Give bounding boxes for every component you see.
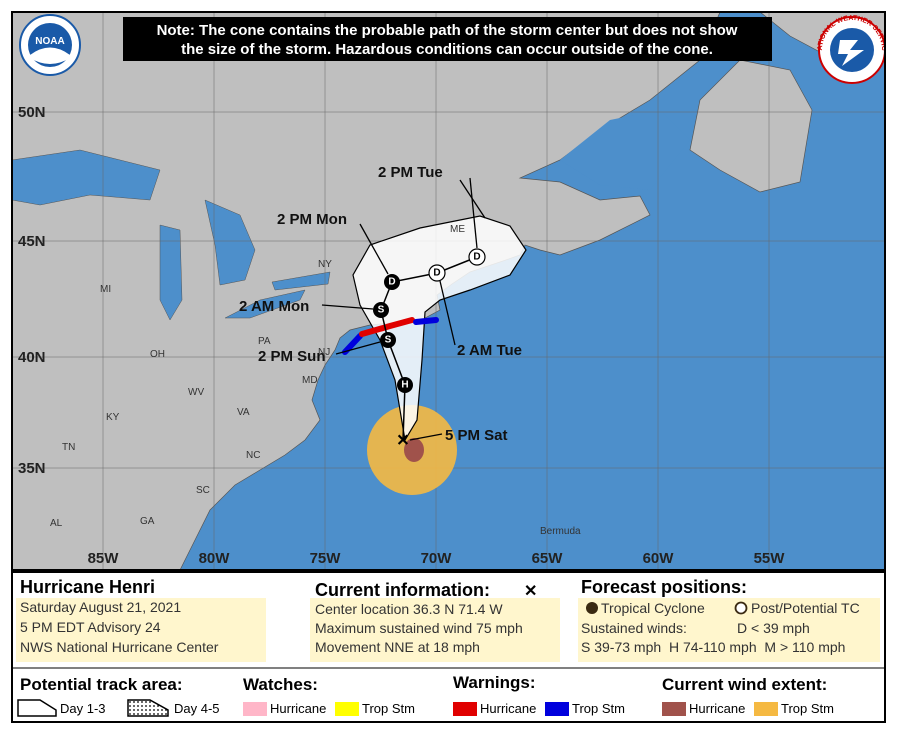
storm-info: 5 PM EDT Advisory 24 [20,619,161,635]
map: H S S D D D ✕ 2 PM Tue 2 PM Mon 2 AM Mon… [12,12,885,570]
forecast-marker: D [473,252,480,263]
track-item: Day 1-3 [60,701,106,716]
place-label: PA [258,336,271,347]
forecast-label: 5 PM Sat [445,427,508,444]
current-position: ✕ [396,433,409,450]
place-label: VA [237,407,250,418]
tc-symbol [586,602,598,614]
forecast-marker: D [388,277,395,288]
place-label: NC [246,450,260,461]
storm-info: NWS National Hurricane Center [20,639,219,655]
place-label: KY [106,412,120,423]
latitude-label: 50N [18,104,46,121]
label-leaders [321,177,486,441]
current-info: Center location 36.3 N 71.4 W [315,601,503,617]
forecast-marker: H [401,380,408,391]
note-box [123,17,772,61]
forecast-marker: D [433,268,440,279]
forecast-label: 2 PM Sun [258,348,326,365]
great-lakes [12,149,331,321]
forecast-label: 2 AM Tue [457,342,522,359]
forecast-title: Forecast positions: [581,577,747,597]
place-label: TN [62,442,75,453]
forecast-marker: S [378,305,385,316]
newfoundland [689,59,813,193]
watches-item: Trop Stm [362,701,415,716]
longitude-label: 80W [199,550,231,567]
note-line: Note: The cone contains the probable pat… [157,22,738,39]
forecast-marker: S [385,335,392,346]
legend: Hurricane Henri Saturday August 21, 2021… [11,571,886,723]
wind-item: Trop Stm [781,701,834,716]
place-label: NJ [318,347,330,358]
forecast-cone [352,215,527,442]
wind-title: Current wind extent: [662,675,827,694]
current-info: Movement NNE at 18 mph [315,639,480,655]
longitude-label: 70W [421,550,453,567]
place-label: AL [50,518,63,529]
wind-item: Hurricane [689,701,745,716]
place-label: MI [100,284,111,295]
longitude-label: 55W [754,550,786,567]
warnings-item: Hurricane [480,701,536,716]
track-item: Day 4-5 [174,701,220,716]
forecast-label: 2 PM Mon [277,211,347,228]
forecast-points: H S S D D D ✕ [373,248,486,450]
longitude-label: 85W [88,550,120,567]
noaa-text: NOAA [35,36,64,47]
track-title: Potential track area: [20,675,183,694]
warnings-title: Warnings: [453,673,535,692]
latitude-label: 35N [18,460,46,477]
map-border [11,11,886,571]
forecast-type: Post/Potential TC [751,600,860,616]
sustained-title: Sustained winds: [581,620,687,636]
latitude-label: 40N [18,349,46,366]
current-symbol: ✕ [524,583,537,600]
place-label: OH [150,349,165,360]
place-labels: MI NY PA OH WV VA KY TN NC SC GA AL ME N… [50,224,581,537]
latitude-labels: 50N 45N 40N 35N [18,104,46,477]
current-title: Current information: [315,580,490,600]
sustained-d: D < 39 mph [737,620,810,636]
warnings [342,317,439,355]
longitude-labels: 85W 80W 75W 70W 65W 60W 55W [88,550,786,567]
forecast-label: 2 PM Tue [378,164,443,181]
longitude-label: 65W [532,550,564,567]
noaa-logo: NOAA [19,14,81,76]
place-label: MD [302,375,318,386]
post-tc-symbol [734,601,748,615]
place-label: SC [196,485,210,496]
place-label: Bermuda [540,526,581,537]
storm-info: Saturday August 21, 2021 [20,599,181,615]
storm-name: Hurricane Henri [20,577,155,597]
watches-title: Watches: [243,675,318,694]
hurricane-wind-extent [404,438,424,462]
forecast-type: Tropical Cyclone [601,600,705,616]
forecast-label: 2 AM Mon [239,298,309,315]
latitude-label: 45N [18,233,46,250]
place-label: GA [140,516,155,527]
warnings-item: Trop Stm [572,701,625,716]
sustained-line: S 39-73 mph H 74-110 mph M > 110 mph [581,639,845,655]
place-label: WV [188,387,204,398]
current-info: Maximum sustained wind 75 mph [315,620,523,636]
place-label: NY [318,259,332,270]
watches-item: Hurricane [270,701,326,716]
note-line: the size of the storm. Hazardous conditi… [181,41,713,58]
gulf-st-lawrence [560,110,690,190]
place-label: ME [450,224,465,235]
longitude-label: 60W [643,550,675,567]
longitude-label: 75W [310,550,342,567]
